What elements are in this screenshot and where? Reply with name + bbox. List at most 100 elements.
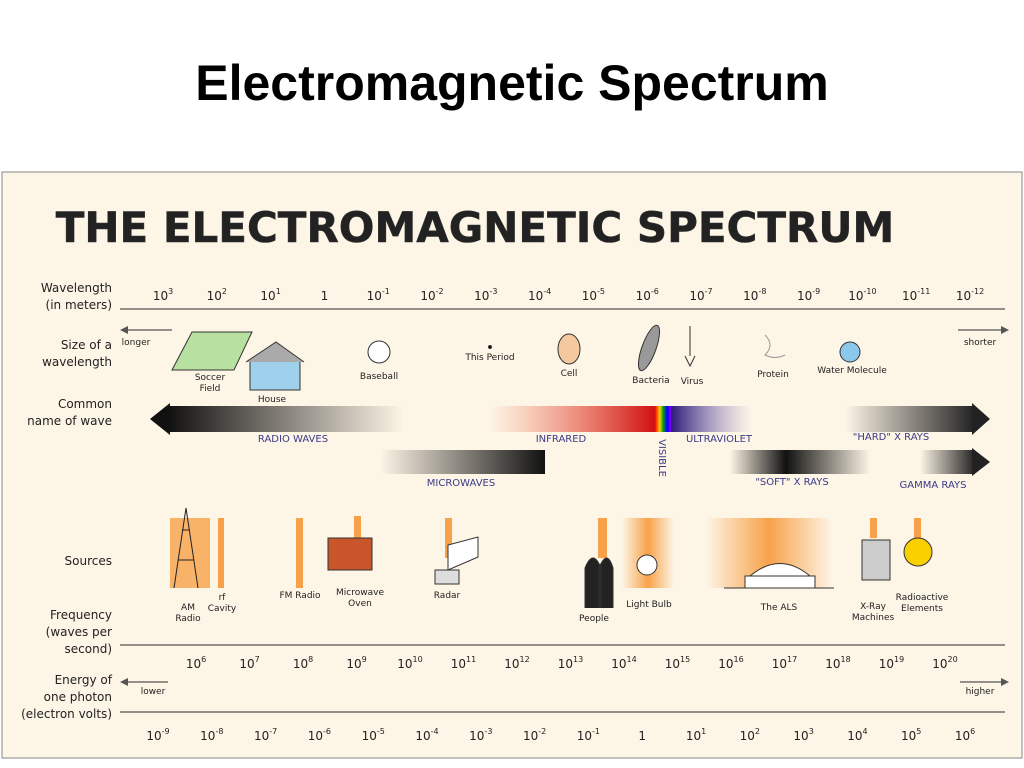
base: 10 <box>451 657 466 671</box>
diagram-title: THE ELECTROMAGNETIC SPECTRUM <box>56 203 895 252</box>
row-label: Sources <box>65 554 112 568</box>
base: 10 <box>346 657 361 671</box>
source-label: Cavity <box>208 604 237 614</box>
size-label: Protein <box>757 370 789 380</box>
size-label: Virus <box>681 377 704 387</box>
power-label: 109 <box>346 655 366 671</box>
base: 10 <box>740 729 755 743</box>
power-label: 106 <box>186 655 206 671</box>
row-label: wavelength <box>42 355 112 369</box>
power-label: 10-5 <box>362 727 385 743</box>
base: 10 <box>558 657 573 671</box>
power-label: 10-12 <box>956 287 984 303</box>
power-label: 1017 <box>772 655 797 671</box>
wave-bars <box>150 403 990 476</box>
size-label: Cell <box>561 369 578 379</box>
size-label: Field <box>200 384 221 394</box>
base: 10 <box>956 289 971 303</box>
base: 10 <box>504 657 519 671</box>
base: 10 <box>523 729 538 743</box>
base: 10 <box>955 729 970 743</box>
power-label: 108 <box>293 655 313 671</box>
power-label: 10-4 <box>528 287 551 303</box>
row-label: second) <box>65 642 112 656</box>
base: 10 <box>293 657 308 671</box>
exponent: 6 <box>201 655 206 664</box>
power-label: 10-4 <box>415 727 438 743</box>
base: 10 <box>848 289 863 303</box>
power-label: 10-10 <box>848 287 876 303</box>
power-label: 101 <box>686 727 706 743</box>
exponent: 12 <box>520 655 530 664</box>
power-label: 10-9 <box>797 287 820 303</box>
row-label: one photon <box>44 690 112 704</box>
base: 10 <box>308 729 323 743</box>
size-label: Soccer <box>195 373 226 383</box>
exponent: 20 <box>948 655 958 664</box>
base: 10 <box>362 729 377 743</box>
source-label: The ALS <box>760 603 798 613</box>
source-label: Elements <box>901 604 943 614</box>
row-label: Energy of <box>55 673 113 687</box>
source-label: People <box>579 614 609 624</box>
power-label: 10-6 <box>308 727 331 743</box>
exponent: -7 <box>269 727 277 736</box>
exponent: -1 <box>592 727 600 736</box>
power-label: 103 <box>793 727 813 743</box>
power-label: 10-7 <box>254 727 277 743</box>
wave-label: MICROWAVES <box>427 478 495 489</box>
icons <box>171 324 933 608</box>
base: 10 <box>686 729 701 743</box>
source-label: Microwave <box>336 588 384 598</box>
power-label: 1019 <box>879 655 904 671</box>
exponent: -10 <box>864 287 877 296</box>
power-label: 1011 <box>451 655 476 671</box>
base: 10 <box>528 289 543 303</box>
exponent: 7 <box>255 655 260 664</box>
exponent: -2 <box>538 727 546 736</box>
base: 10 <box>847 729 862 743</box>
exponent: -4 <box>431 727 439 736</box>
power-label: 1015 <box>665 655 690 671</box>
exponent: -5 <box>597 287 605 296</box>
exponent: 16 <box>734 655 744 664</box>
row-label: Size of a <box>61 338 112 352</box>
power-label: 105 <box>901 727 921 743</box>
wave-label: VISIBLE <box>656 439 667 477</box>
power-label: 1016 <box>718 655 743 671</box>
arrow-heads <box>120 326 1009 686</box>
base: 10 <box>577 729 592 743</box>
exponent: 15 <box>680 655 690 664</box>
power-label: 10-1 <box>367 287 390 303</box>
source-label: X-Ray <box>860 602 887 612</box>
power-label: 10-5 <box>582 287 605 303</box>
exponent: 8 <box>308 655 313 664</box>
exponent: 14 <box>627 655 637 664</box>
exponent: 3 <box>809 727 814 736</box>
exponent: -9 <box>812 287 820 296</box>
source-label: AM <box>181 603 195 613</box>
power-label: 10-8 <box>743 287 766 303</box>
exponent: -3 <box>489 287 497 296</box>
end-label: higher <box>966 687 995 697</box>
base: 10 <box>793 729 808 743</box>
exponent: 19 <box>894 655 904 664</box>
wave-label: "HARD" X RAYS <box>853 432 929 443</box>
size-label: Bacteria <box>632 376 669 386</box>
exponent: 1 <box>701 727 706 736</box>
row-label: Wavelength <box>41 281 112 295</box>
exponent: -8 <box>758 287 766 296</box>
end-label: shorter <box>964 338 997 348</box>
base: 10 <box>260 289 275 303</box>
source-label: Radioactive <box>896 593 949 603</box>
exponent: 11 <box>466 655 476 664</box>
base: 10 <box>415 729 430 743</box>
exponent: 18 <box>841 655 851 664</box>
base: 10 <box>879 657 894 671</box>
exponent: -6 <box>651 287 659 296</box>
exponent: 1 <box>276 287 281 296</box>
base: 10 <box>825 657 840 671</box>
exponent: -5 <box>377 727 385 736</box>
exponent: -6 <box>323 727 331 736</box>
exponent: 9 <box>362 655 367 664</box>
